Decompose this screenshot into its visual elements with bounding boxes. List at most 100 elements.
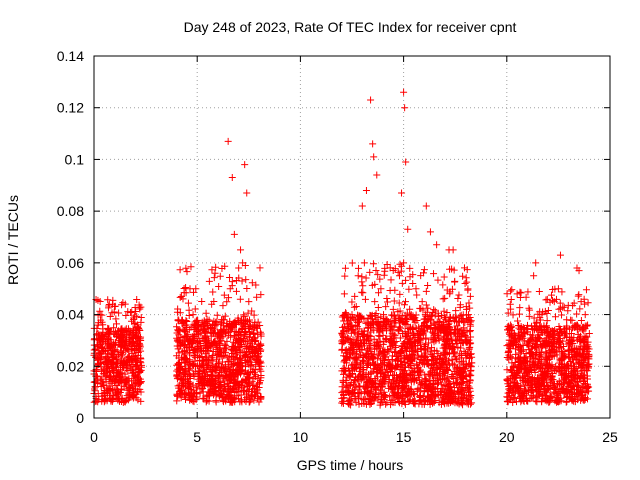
data-point: [210, 317, 218, 325]
data-point: [205, 397, 213, 405]
data-point: [115, 309, 123, 317]
data-point: [251, 337, 259, 345]
data-point: [218, 392, 226, 400]
data-point: [98, 311, 106, 319]
data-point: [217, 326, 225, 334]
data-point: [241, 321, 249, 329]
data-point: [196, 377, 204, 385]
data-point: [183, 317, 191, 325]
data-point: [221, 262, 229, 270]
data-point: [251, 337, 259, 345]
data-point: [375, 322, 383, 330]
data-point: [362, 274, 370, 282]
data-point: [179, 325, 187, 333]
data-point: [247, 361, 255, 369]
data-point: [191, 320, 199, 328]
data-points: [90, 88, 593, 409]
data-point: [129, 365, 137, 373]
x-tick-label: 0: [90, 429, 98, 445]
data-point: [382, 303, 390, 311]
data-point: [223, 353, 231, 361]
data-point: [227, 388, 235, 396]
data-point: [250, 311, 258, 319]
data-point: [133, 329, 141, 337]
data-point: [425, 377, 433, 385]
data-point: [387, 325, 395, 333]
data-point: [209, 321, 217, 329]
data-point: [439, 281, 447, 289]
data-point: [204, 336, 212, 344]
data-point: [374, 271, 382, 279]
data-point: [130, 391, 138, 399]
data-point: [459, 272, 467, 280]
x-tick-label: 10: [293, 429, 309, 445]
data-point: [126, 340, 134, 348]
data-point: [210, 274, 218, 282]
data-point: [219, 302, 227, 310]
data-point: [126, 387, 134, 395]
data-point: [372, 266, 380, 274]
data-point: [240, 369, 248, 377]
data-point: [233, 276, 241, 284]
data-point: [125, 394, 133, 402]
data-point: [251, 347, 259, 355]
data-point: [116, 334, 124, 342]
data-point: [254, 358, 262, 366]
data-point: [233, 385, 241, 393]
data-point: [213, 343, 221, 351]
data-point: [414, 351, 422, 359]
data-point: [444, 357, 452, 365]
data-point: [125, 334, 133, 342]
data-point: [132, 385, 139, 393]
data-point: [238, 378, 246, 386]
data-point: [133, 295, 141, 303]
data-point: [178, 320, 186, 328]
data-point: [93, 373, 101, 381]
data-point: [112, 315, 120, 323]
data-point: [400, 301, 408, 309]
data-point: [174, 382, 182, 390]
data-point: [182, 332, 190, 340]
data-point: [375, 332, 383, 340]
data-point: [212, 383, 220, 391]
data-point: [180, 369, 188, 377]
data-point: [216, 272, 224, 280]
data-point: [390, 297, 398, 305]
x-tick-label: 15: [396, 429, 412, 445]
data-point: [246, 354, 254, 362]
data-point: [93, 325, 101, 333]
data-point: [341, 264, 349, 272]
data-point: [118, 352, 126, 360]
data-point: [191, 357, 199, 365]
data-point: [123, 365, 131, 373]
data-point: [355, 318, 363, 326]
data-point: [223, 298, 231, 306]
data-point: [203, 318, 211, 326]
data-point: [175, 368, 183, 376]
data-point: [199, 394, 207, 402]
data-point: [254, 375, 262, 383]
data-point: [238, 398, 246, 406]
data-point: [247, 368, 255, 376]
x-tick-label: 20: [499, 429, 515, 445]
data-point: [209, 288, 217, 296]
data-point: [211, 337, 219, 345]
data-point: [184, 384, 192, 392]
data-point: [174, 392, 182, 400]
data-point: [128, 317, 136, 325]
data-point: [342, 309, 350, 317]
data-point: [386, 393, 394, 401]
x-tick-label: 5: [193, 429, 201, 445]
data-point: [454, 294, 462, 302]
data-point: [127, 341, 135, 349]
data-point: [236, 343, 244, 351]
data-point: [103, 339, 111, 347]
data-point: [425, 339, 433, 347]
data-point: [424, 281, 432, 289]
data-point: [201, 354, 209, 362]
data-point: [465, 299, 473, 307]
data-point: [436, 328, 444, 336]
data-point: [253, 293, 261, 301]
data-point: [135, 343, 143, 351]
